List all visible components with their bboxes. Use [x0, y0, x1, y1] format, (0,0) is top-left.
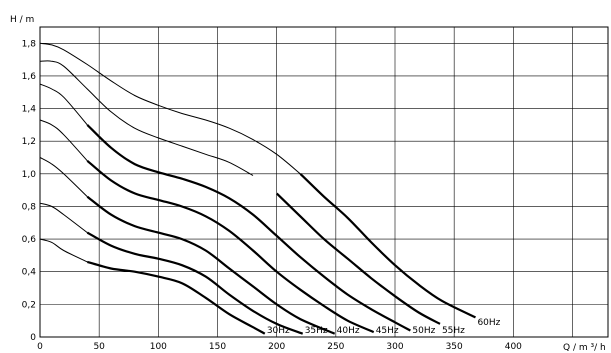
curve-30hz-thin [39, 238, 88, 263]
curve-label-35hz: 35Hz [305, 326, 328, 336]
x-tick-label: 250 [327, 342, 344, 352]
curve-label-40hz: 40Hz [337, 326, 360, 336]
curve-50hz [86, 124, 411, 332]
curve-label-30hz: 30Hz [267, 326, 290, 336]
curve-45hz [86, 159, 375, 334]
x-tick-label: 50 [93, 342, 105, 352]
x-tick-label: 350 [446, 342, 463, 352]
x-tick-label: 400 [505, 342, 522, 352]
y-tick-label: 1,8 [22, 39, 37, 49]
y-axis-title: H / m [10, 15, 34, 25]
y-tick-label: 0,4 [22, 268, 37, 278]
curve-label-55hz: 55Hz [442, 326, 465, 336]
curve-35hz-thin [39, 202, 88, 233]
curve-35hz [86, 231, 304, 335]
y-tick-label: 0,6 [22, 235, 37, 245]
curve-30hz [87, 260, 266, 335]
curve-label-50hz: 50Hz [412, 326, 435, 336]
series-curves [39, 42, 476, 335]
y-tick-label: 1,4 [22, 105, 37, 115]
curve-40hz [86, 195, 336, 335]
x-tick-label: 100 [150, 342, 167, 352]
y-tick-label: 0 [30, 333, 36, 343]
curve-label-45hz: 45Hz [376, 326, 399, 336]
y-tick-label: 1,0 [22, 170, 37, 180]
curve-40hz-thin [39, 157, 88, 198]
curve-60hz-thin [39, 42, 301, 175]
curve-60hz [299, 173, 476, 319]
y-tick-label: 0,2 [22, 300, 36, 310]
y-tick-label: 0,8 [22, 202, 37, 212]
curve-labels: 30Hz 35Hz 40Hz 45Hz 50Hz 55Hz 60Hz [267, 318, 501, 336]
x-tick-label: 150 [209, 342, 226, 352]
x-tick-label: 0 [37, 342, 43, 352]
x-axis-title: Q / m ³/ h [563, 343, 606, 353]
curve-45hz-thin [39, 119, 88, 162]
y-tick-label: 1,6 [22, 72, 37, 82]
x-tick-label: 200 [268, 342, 285, 352]
curve-50hz-thin [39, 83, 88, 126]
tick-labels: 0 50 100 150 200 250 300 350 400 0 0,2 0,4 0,6 0,8 1,0… [22, 39, 523, 352]
x-tick-label: 300 [386, 342, 403, 352]
curve-label-60hz: 60Hz [477, 318, 500, 328]
curve-55hz [275, 192, 441, 325]
curve-55hz-thin [39, 60, 254, 176]
y-tick-label: 1,2 [22, 137, 36, 147]
